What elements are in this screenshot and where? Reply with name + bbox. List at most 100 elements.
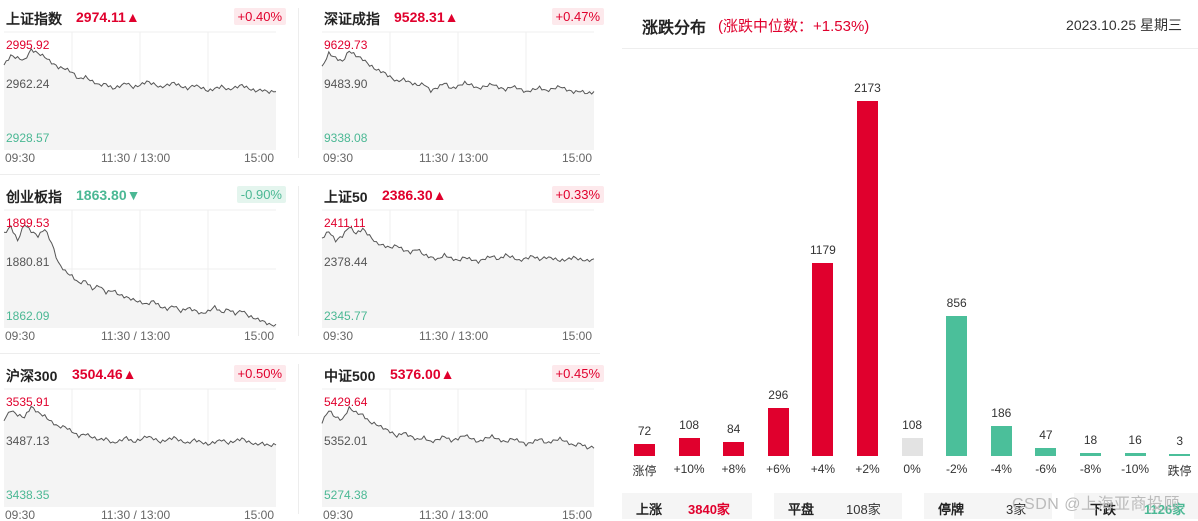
price-high-label: 9629.73 — [324, 38, 368, 52]
price-line — [3, 47, 277, 95]
index-value: 1863.80▼ — [76, 187, 141, 203]
bar-value-label: 18 — [1083, 433, 1098, 448]
price-low-label: 2928.57 — [6, 131, 50, 145]
bar-5[interactable] — [857, 101, 878, 456]
index-value: 9528.31▲ — [394, 9, 459, 25]
bar-category-label: 跌停 — [1167, 464, 1192, 478]
time-end-label: 15:00 — [243, 329, 274, 343]
price-line — [3, 224, 277, 327]
divider — [298, 186, 299, 336]
index-header: 中证500 5376.00▲ +0.45% — [324, 365, 604, 385]
index-change: +0.40% — [233, 8, 286, 25]
price-low-label: 2345.77 — [324, 309, 368, 323]
index-change: +0.47% — [551, 8, 604, 25]
index-change: -0.90% — [236, 186, 286, 203]
bar-category-label: +10% — [673, 462, 705, 476]
price-area — [322, 227, 594, 328]
index-panel[interactable]: 上证50 2386.30▲ +0.33% 2411.11 2378.44 2345.77 0… — [318, 178, 608, 350]
bar-value-label: 856 — [946, 296, 967, 311]
price-high-label: 2995.92 — [6, 38, 50, 52]
price-high-label: 3535.91 — [6, 395, 50, 409]
index-change: +0.33% — [551, 186, 604, 203]
index-grid: 上证指数 2974.11▲ +0.40% 2995.92 2962.24 2928.57 0… — [0, 0, 604, 521]
time-mid-label: 11:30 / 13:00 — [101, 151, 171, 165]
time-start-label: 09:30 — [5, 329, 36, 343]
index-panel[interactable]: 上证指数 2974.11▲ +0.40% 2995.92 2962.24 2928.57 0… — [0, 0, 290, 172]
summary-up-label: 上涨 — [636, 502, 663, 517]
bar-2[interactable] — [723, 442, 745, 456]
time-mid-label: 11:30 / 13:00 — [101, 508, 171, 521]
bar-7[interactable] — [946, 316, 968, 456]
index-panel[interactable]: 深证成指 9528.31▲ +0.47% 9629.73 9483.90 9338.08 0… — [318, 0, 608, 172]
index-name: 上证指数 — [6, 11, 62, 27]
bar-12[interactable] — [1169, 454, 1191, 456]
distribution-median: (涨跌中位数：+1.53%) — [718, 18, 870, 35]
price-area — [4, 48, 276, 150]
price-low-label: 3438.35 — [6, 488, 50, 502]
index-change: +0.45% — [551, 365, 604, 382]
index-header: 上证指数 2974.11▲ +0.40% — [6, 8, 286, 28]
bar-value-label: 2173 — [854, 81, 881, 95]
bar-8[interactable] — [990, 425, 1012, 456]
bar-0[interactable] — [634, 444, 655, 456]
bar-10[interactable] — [1080, 453, 1101, 456]
bar-11[interactable] — [1124, 453, 1146, 456]
time-start-label: 09:30 — [323, 329, 354, 343]
index-value: 5376.00▲ — [390, 366, 455, 382]
index-panel[interactable]: 中证500 5376.00▲ +0.45% 5429.64 5352.01 5274.38… — [318, 357, 608, 521]
summary-down-label: 下跌 — [1090, 502, 1117, 517]
bar-category-label: -6% — [1035, 462, 1057, 476]
divider — [0, 174, 600, 175]
index-value: 2974.11▲ — [76, 9, 140, 25]
bar-category-label: +4% — [810, 462, 836, 476]
bar-value-label: 186 — [991, 405, 1012, 420]
bar-value-label: 72 — [637, 424, 652, 439]
bar-value-label: 47 — [1039, 428, 1053, 443]
price-line — [321, 226, 595, 265]
bar-category-label: +6% — [766, 462, 791, 476]
index-name: 中证500 — [324, 368, 376, 384]
price-high-label: 2411.11 — [324, 216, 366, 230]
time-mid-label: 11:30 / 13:00 — [419, 151, 489, 165]
index-name: 创业板指 — [6, 189, 62, 205]
price-low-label: 9338.08 — [324, 131, 368, 145]
index-panel[interactable]: 沪深300 3504.46▲ +0.50% 3535.91 3487.13 3438.35… — [0, 357, 290, 521]
price-line — [321, 405, 595, 450]
summary-bar: 上涨 3840家 平盘 108家 停牌 3家 下跌 1126家 — [622, 490, 1198, 521]
price-mid-label: 1880.81 — [6, 255, 50, 269]
time-mid-label: 11:30 / 13:00 — [419, 508, 489, 521]
time-start-label: 09:30 — [323, 508, 354, 521]
bar-9[interactable] — [1035, 448, 1057, 456]
bar-1[interactable] — [678, 438, 700, 456]
intraday-chart — [3, 31, 277, 150]
divider — [0, 353, 600, 354]
price-low-label: 1862.09 — [6, 309, 50, 323]
bar-category-label: 涨停 — [632, 464, 657, 478]
bar-6[interactable] — [901, 438, 923, 456]
bar-category-label: -10% — [1121, 462, 1150, 476]
price-line — [321, 50, 595, 95]
summary-up-value: 3840家 — [688, 502, 730, 517]
summary-halt-label: 停牌 — [938, 502, 965, 517]
bar-category-label: +2% — [855, 462, 880, 476]
bar-3[interactable] — [767, 407, 789, 456]
distribution-panel: 涨跌分布 (涨跌中位数：+1.53%) 2023.10.25 星期三 72 涨停 1… — [622, 0, 1198, 521]
price-mid-label: 3487.13 — [6, 434, 50, 448]
time-start-label: 09:30 — [323, 151, 354, 165]
price-area — [4, 406, 276, 507]
summary-down-value: 1126家 — [1144, 502, 1186, 517]
index-panel[interactable]: 创业板指 1863.80▼ -0.90% 1899.53 1880.81 1862.09 0… — [0, 178, 290, 350]
bar-value-label: 1179 — [809, 243, 836, 258]
summary-flat-value: 108家 — [846, 502, 881, 517]
index-header: 深证成指 9528.31▲ +0.47% — [324, 8, 604, 28]
time-end-label: 15:00 — [243, 151, 274, 165]
bar-value-label: 108 — [902, 418, 923, 433]
price-mid-label: 2962.24 — [6, 77, 50, 91]
index-header: 创业板指 1863.80▼ -0.90% — [6, 186, 286, 206]
intraday-chart — [3, 388, 277, 507]
price-mid-label: 9483.90 — [324, 77, 368, 91]
bar-category-label: -4% — [990, 462, 1012, 476]
intraday-chart — [321, 31, 595, 150]
trade-date: 2023.10.25 星期三 — [1066, 17, 1182, 33]
bar-4[interactable] — [812, 263, 834, 456]
